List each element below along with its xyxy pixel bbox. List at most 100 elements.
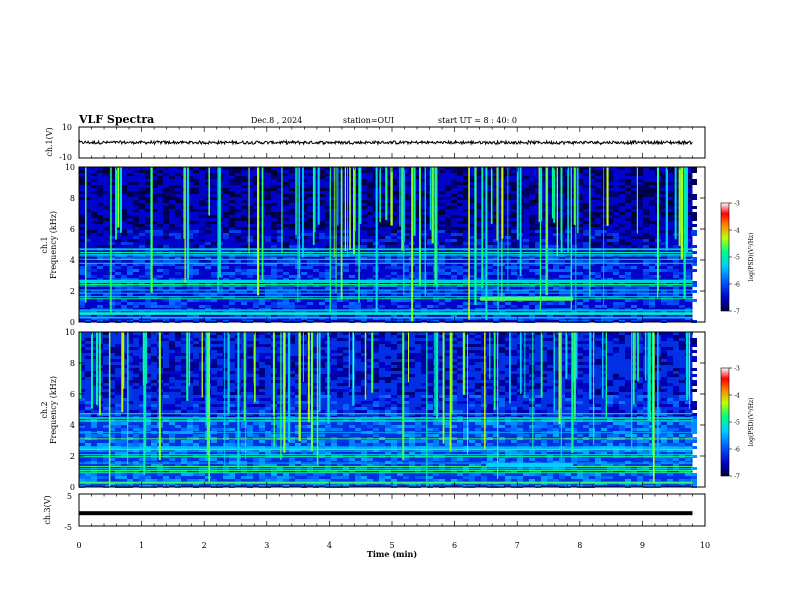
spectrogram-cell xyxy=(451,425,457,428)
spectrogram-cell xyxy=(91,338,97,341)
spectrogram-cell xyxy=(271,266,277,269)
spectrogram-sferic xyxy=(298,167,300,279)
spectrogram-cell xyxy=(607,338,613,341)
spectrogram-sferic xyxy=(183,167,185,239)
spectrogram-cell xyxy=(415,266,421,269)
spectrogram-cell xyxy=(463,332,469,335)
spectrogram-cell xyxy=(205,470,211,473)
spectrogram-cell xyxy=(259,299,265,302)
spectrogram-cell xyxy=(463,350,469,353)
spectrogram-cell xyxy=(241,218,247,221)
spectrogram-cell xyxy=(223,335,229,338)
spectrogram-cell xyxy=(505,428,511,431)
spectrogram-cell xyxy=(589,380,595,383)
spectrogram-cell xyxy=(481,179,487,182)
spectrogram-cell xyxy=(577,434,583,437)
spectrogram-cell xyxy=(625,194,631,197)
spectrogram-cell xyxy=(427,365,433,368)
spectrogram-cell xyxy=(691,212,697,215)
spectrogram-cell xyxy=(631,170,637,173)
spectrogram-cell xyxy=(385,470,391,473)
spectrogram-cell xyxy=(661,200,667,203)
spectrogram-cell xyxy=(319,362,325,365)
spectrogram-cell xyxy=(691,299,697,302)
spectrogram-cell xyxy=(247,206,253,209)
spectrogram-cell xyxy=(325,236,331,239)
spectrogram-cell xyxy=(301,452,307,455)
spectrogram-cell xyxy=(463,170,469,173)
spectrogram-cell xyxy=(529,470,535,473)
spectrogram-cell xyxy=(109,233,115,236)
spectrogram-sferic xyxy=(685,167,688,253)
spectrogram-cell xyxy=(295,473,301,476)
spectrogram-cell xyxy=(91,461,97,464)
spectrogram-cell xyxy=(427,404,433,407)
spectrogram-cell xyxy=(313,233,319,236)
spectrogram-cell xyxy=(247,449,253,452)
spectrogram-cell xyxy=(535,224,541,227)
spectrogram-cell xyxy=(469,242,475,245)
spectrogram-cell xyxy=(79,197,85,200)
spectrogram-cell xyxy=(295,380,301,383)
spectrogram-cell xyxy=(475,383,481,386)
spectrogram-cell xyxy=(337,392,343,395)
spectrogram-cell xyxy=(175,302,181,305)
spectrogram-cell xyxy=(115,239,121,242)
spectrogram-cell xyxy=(289,368,295,371)
spectrogram-cell xyxy=(595,443,601,446)
spectrogram-cell xyxy=(601,344,607,347)
spectrogram-cell xyxy=(469,440,475,443)
spectrogram-cell xyxy=(301,401,307,404)
spectrogram-cell xyxy=(217,287,223,290)
spectrogram-cell xyxy=(265,236,271,239)
spectrogram-cell xyxy=(487,290,493,293)
spectrogram-sferic xyxy=(257,167,260,296)
spectrogram-cell xyxy=(673,314,679,317)
spectrogram-cell xyxy=(409,392,415,395)
spectrogram-cell xyxy=(103,170,109,173)
spectrogram-cell xyxy=(463,434,469,437)
spectrogram-cell xyxy=(91,425,97,428)
spectrogram-cell xyxy=(121,191,127,194)
spectrogram-cell xyxy=(469,398,475,401)
spectrogram-cell xyxy=(85,293,91,296)
spectrogram-cell xyxy=(193,443,199,446)
spectrogram-cell xyxy=(523,176,529,179)
spectrogram-sferic xyxy=(570,167,572,310)
spectrogram-cell xyxy=(115,440,121,443)
spectrogram-cell xyxy=(277,479,283,482)
spectrogram-cell xyxy=(385,380,391,383)
spectrogram-cell xyxy=(163,236,169,239)
spectrogram-cell xyxy=(421,209,427,212)
spectrogram-cell xyxy=(607,236,613,239)
spectrogram-cell xyxy=(649,275,655,278)
spectrogram-cell xyxy=(619,191,625,194)
spectrogram-cell xyxy=(469,344,475,347)
spectrogram-cell xyxy=(295,428,301,431)
spectrogram-cell xyxy=(355,479,361,482)
spectrogram-cell xyxy=(85,275,91,278)
spectrogram-cell xyxy=(283,260,289,263)
spectrogram-cell xyxy=(499,380,505,383)
spectrogram-cell xyxy=(559,302,565,305)
spectrogram-cell xyxy=(403,434,409,437)
spectrogram-cell xyxy=(529,203,535,206)
spectrogram-cell xyxy=(313,452,319,455)
spectrogram-cell xyxy=(307,377,313,380)
spectrogram-cell xyxy=(379,407,385,410)
spectrogram-cell xyxy=(361,407,367,410)
spectrogram-cell xyxy=(481,461,487,464)
spectrogram-cell xyxy=(619,335,625,338)
spectrogram-cell xyxy=(247,212,253,215)
spectrogram-cell xyxy=(601,476,607,479)
spectrogram-cell xyxy=(673,245,679,248)
spectrogram-cell xyxy=(211,458,217,461)
spectrogram-cell xyxy=(487,407,493,410)
spectrogram-cell xyxy=(397,404,403,407)
spectrogram-cell xyxy=(133,359,139,362)
spectrogram-cell xyxy=(151,413,157,416)
spectrogram-cell xyxy=(481,260,487,263)
spectrogram-cell xyxy=(625,434,631,437)
spectrogram-cell xyxy=(145,173,151,176)
spectrogram-cell xyxy=(277,314,283,317)
